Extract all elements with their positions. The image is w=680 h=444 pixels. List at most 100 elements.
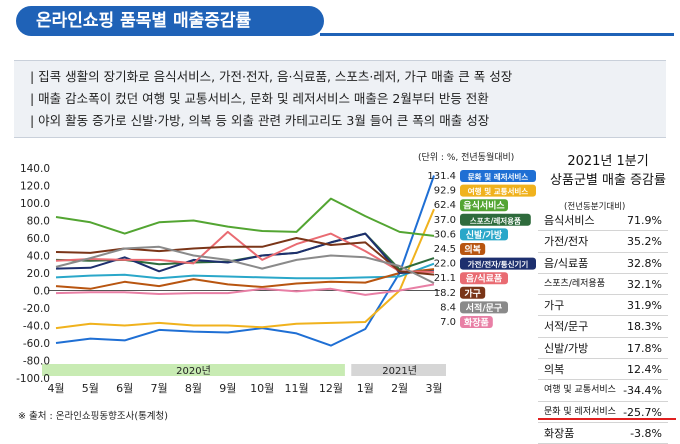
end-value-label: 21.1 [434,273,456,284]
y-tick-label: 100.0 [20,198,50,210]
table-row-name: 의복 [544,363,565,377]
table-row-value: 32.1% [627,277,662,291]
y-tick-label: 140.0 [20,163,50,175]
series-line [55,262,435,280]
end-value-label: 92.9 [434,186,456,197]
end-value-label: 131.4 [427,171,456,182]
end-value-label: 8.4 [440,302,456,313]
series-tag-label: 음/식료품 [466,273,502,285]
table-row-name: 음식서비스 [544,214,595,227]
summary-line-2: | 매출 감소폭이 컸던 여행 및 교통서비스, 문화 및 레저서비스 매출은 … [30,91,489,106]
series-tag-label: 문화 및 레저서비스 [468,172,529,182]
table-row-name: 가구 [544,299,565,313]
series-tag [460,213,531,226]
series-tag-label: 가구 [464,287,481,299]
series-tag [460,199,508,212]
series-line [55,197,435,237]
series-tag [460,243,486,255]
table-row-name: 음/식료품 [544,256,589,270]
title-bar: 온라인쇼핑 품목별 매출증감률 [0,0,680,42]
table-row: 스포츠/레저용품 32.1% [538,274,668,296]
table-row-value: 71.9% [627,214,662,227]
x-tick-label: 8월 [185,382,202,395]
page-title: 온라인쇼핑 품목별 매출증감률 [16,6,324,36]
table-row-name: 서적/문구 [544,320,589,334]
table-row-name: 화장품 [544,426,575,440]
table-row-value: 17.8% [627,341,662,355]
table-row: 의복 12.4% [538,359,668,381]
x-tick-label: 5월 [82,382,99,395]
line-chart: 2020년 2021년 (단위 : %, 전년동월대비) 140.0 120.0 100.… [16,151,536,395]
table-row: 문화 및 레저서비스 -25.7% [538,402,668,423]
series-tag [460,228,508,241]
title-underline [320,33,674,36]
summary-line-3: | 야외 활동 증가로 신발·가방, 의복 등 외출 관련 카테고리도 3월 들… [30,113,490,128]
table-row-value: -3.8% [630,426,662,440]
y-tick-label: 80.0 [27,216,50,228]
series-line [55,283,435,296]
x-tick-label: 2월 [391,382,408,395]
series-line [55,268,435,290]
table-row-value: 32.8% [627,256,662,270]
right-panel-title-2: 상품군별 매출 증감률 [550,173,666,188]
y-tick-label: -100.0 [16,373,50,385]
y-tick-label: 0.0 [33,286,50,298]
series-line [55,208,435,330]
table-row: 가구 31.9% [538,295,668,317]
year-band-2021 [351,364,446,376]
table-row-name: 문화 및 레저서비스 [544,406,616,417]
series-tag-label: 여행 및 교통서비스 [468,186,529,196]
series-line [55,237,435,276]
series-tag-label: 스포츠/레저용품 [470,215,521,225]
table-row-value: 12.4% [627,363,662,377]
right-panel-title-1: 2021년 1분기 [567,154,649,169]
table-row-name: 여행 및 교통서비스 [544,385,616,396]
source-note: ※ 출처 : 온라인쇼핑동향조사(통계청) [18,411,168,422]
x-tick-label: 4월 [47,382,64,395]
y-tick-label: -60.0 [23,338,50,350]
y-tick-label: 20.0 [27,268,50,280]
table-row-value: -34.4% [623,384,662,398]
table-row: 음/식료품 32.8% [538,253,668,274]
table-row-value: 31.9% [627,299,662,313]
table-row: 음식서비스 71.9% [538,210,668,232]
summary-line-1: | 집콕 생활의 장기화로 음식서비스, 가전·전자, 음·식료품, 스포츠·레… [30,69,513,84]
series-line [55,175,435,347]
x-tick-label: 9월 [219,382,236,395]
y-tick-label: -20.0 [23,303,50,315]
y-tick-label: -80.0 [23,356,50,368]
table-row-name: 스포츠/레저용품 [544,278,605,289]
x-tick-label: 6월 [116,382,133,395]
series-tag-label: 음식서비스 [463,200,505,212]
end-value-label: 37.0 [434,215,456,226]
series-tag-label: 의복 [464,244,481,256]
series-tag-label: 가전/전자/통신기기 [468,259,529,269]
series-tag [460,184,536,197]
y-tick-label: 60.0 [27,233,50,245]
table-row: 화장품 -3.8% [538,423,668,444]
table-row: 가전/전자 35.2% [538,231,668,253]
summary-box: | 집콕 생활의 장기화로 음식서비스, 가전·전자, 음·식료품, 스포츠·레… [14,60,666,138]
table-row-value: 35.2% [627,235,662,249]
table-row-name: 신발/가방 [544,341,589,355]
table-row: 여행 및 교통서비스 -34.4% [538,380,668,402]
x-tick-label: 11월 [284,382,308,395]
series-tag [460,170,536,182]
x-tick-label: 10월 [250,382,274,395]
table-row-value: 18.3% [627,320,662,334]
series-tag [460,301,508,314]
highlight-underline [538,418,676,420]
series-line [55,245,435,284]
right-panel-table: 음식서비스 71.9% 가전/전자 35.2% 음/식료품 32.8% 스포츠/레저용품 32… [538,210,668,444]
unit-label: (단위 : %, 전년동월대비) [418,151,514,163]
series-tag-label: 화장품 [464,317,489,329]
series-tag [460,272,508,285]
series-tag-label: 서적/문구 [466,302,502,314]
right-panel-note: (전년동분기대비) [564,202,626,212]
table-row-value: -25.7% [623,405,662,419]
year-band-2020 [42,364,345,376]
year-label-2021: 2021년 [382,365,417,377]
x-tick-label: 3월 [425,382,442,395]
year-label-2020: 2020년 [176,365,211,377]
series-tag [460,286,486,299]
